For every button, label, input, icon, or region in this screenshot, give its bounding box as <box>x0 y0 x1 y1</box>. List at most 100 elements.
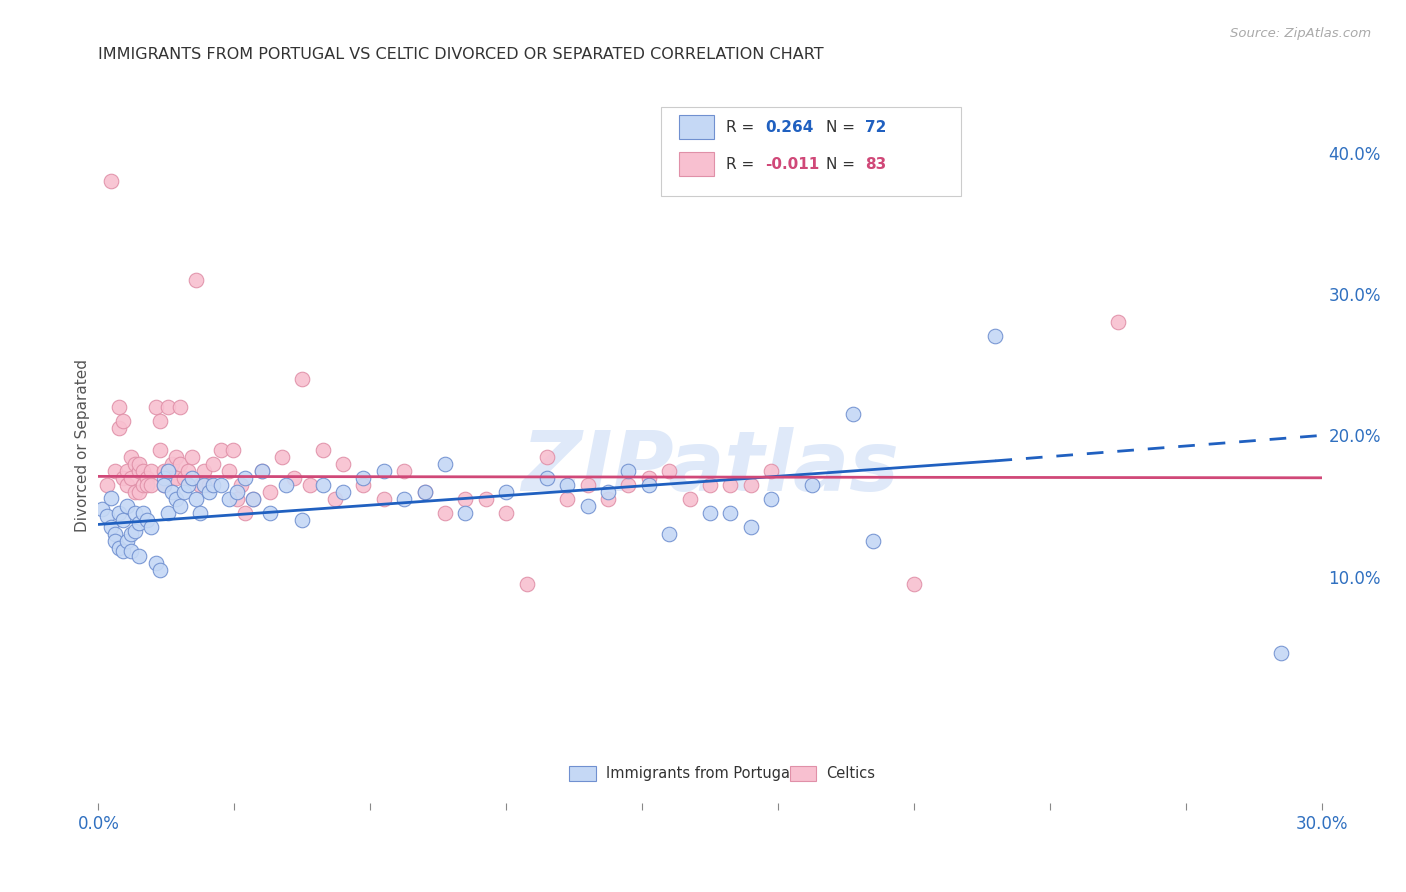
Point <box>152 464 174 478</box>
Point <box>96 478 118 492</box>
Point <box>801 478 824 492</box>
Point <box>903 576 925 591</box>
Point <box>250 464 273 478</box>
Point <box>115 478 138 492</box>
Point <box>186 491 208 506</box>
Point <box>104 464 127 478</box>
Text: Source: ZipAtlas.com: Source: ZipAtlas.com <box>1230 27 1371 40</box>
Point <box>761 491 783 506</box>
Point <box>283 471 305 485</box>
Point <box>173 471 195 485</box>
Point <box>218 491 240 506</box>
Point <box>156 464 179 478</box>
Point <box>169 400 191 414</box>
Point <box>197 484 219 499</box>
Point <box>111 544 134 558</box>
Point <box>188 506 212 520</box>
Point <box>108 421 131 435</box>
Point <box>291 372 314 386</box>
Point <box>720 478 742 492</box>
Point <box>274 478 297 492</box>
Point <box>132 464 155 478</box>
Point <box>434 457 457 471</box>
Point <box>474 491 498 506</box>
FancyBboxPatch shape <box>679 152 714 177</box>
Point <box>536 471 558 485</box>
Point <box>128 457 150 471</box>
Point <box>218 464 240 478</box>
Point <box>226 484 249 499</box>
Point <box>181 450 204 464</box>
Point <box>197 478 219 492</box>
Point <box>984 329 1007 343</box>
Point <box>720 506 742 520</box>
Point <box>188 478 212 492</box>
Point <box>373 491 395 506</box>
Point <box>434 506 457 520</box>
Point <box>617 478 640 492</box>
Point <box>136 478 159 492</box>
FancyBboxPatch shape <box>661 107 960 196</box>
Point <box>598 491 620 506</box>
Point <box>576 499 599 513</box>
Point <box>209 442 232 457</box>
Point <box>156 400 179 414</box>
Point <box>136 471 159 485</box>
Point <box>152 478 174 492</box>
Text: Immigrants from Portugal: Immigrants from Portugal <box>606 766 794 781</box>
Text: 83: 83 <box>865 157 887 171</box>
Point <box>242 491 264 506</box>
Point <box>141 464 163 478</box>
Point <box>111 471 134 485</box>
Text: ZIPatlas: ZIPatlas <box>522 427 898 508</box>
Point <box>165 471 187 485</box>
Point <box>740 478 762 492</box>
Point <box>740 520 762 534</box>
Point <box>332 484 354 499</box>
Point <box>115 499 138 513</box>
Point <box>352 478 374 492</box>
FancyBboxPatch shape <box>679 115 714 139</box>
Point <box>392 464 416 478</box>
Point <box>209 478 232 492</box>
Point <box>165 450 187 464</box>
Y-axis label: Divorced or Separated: Divorced or Separated <box>75 359 90 533</box>
Point <box>259 484 281 499</box>
Point <box>699 506 721 520</box>
Text: N =: N = <box>827 157 855 171</box>
Point <box>1107 315 1129 329</box>
Point <box>312 478 335 492</box>
Point <box>222 442 245 457</box>
Point <box>100 491 122 505</box>
Point <box>332 457 354 471</box>
Point <box>145 556 167 570</box>
Text: R =: R = <box>725 120 754 135</box>
Point <box>124 484 146 499</box>
Point <box>124 506 146 520</box>
Point <box>165 491 187 506</box>
Point <box>598 484 620 499</box>
Point <box>136 513 159 527</box>
Point <box>160 471 183 485</box>
Point <box>617 464 640 478</box>
Point <box>373 464 395 478</box>
Point <box>141 520 163 534</box>
Point <box>169 499 191 513</box>
Point <box>115 464 138 478</box>
Point <box>149 563 172 577</box>
Point <box>111 513 134 527</box>
Point <box>124 524 146 539</box>
Point <box>658 527 681 541</box>
Text: N =: N = <box>827 120 855 135</box>
Point <box>454 491 477 506</box>
Point <box>104 534 127 549</box>
Point <box>181 471 204 485</box>
Point <box>128 484 150 499</box>
Point <box>201 457 224 471</box>
Point <box>312 442 335 457</box>
Point <box>160 457 183 471</box>
Point <box>557 478 579 492</box>
Point <box>128 516 150 530</box>
Point <box>638 478 661 492</box>
Point <box>120 527 142 541</box>
